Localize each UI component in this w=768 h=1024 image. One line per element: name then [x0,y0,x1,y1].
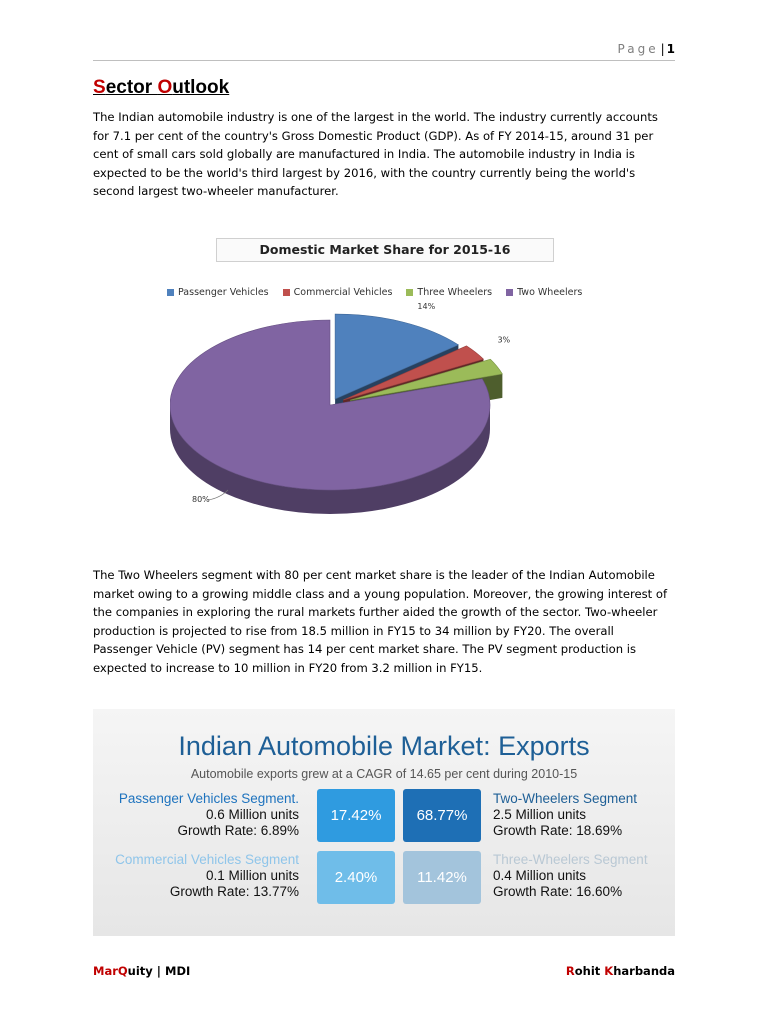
title-word-sector: ector [105,77,158,98]
footer-right-part: K [604,964,614,978]
pie-data-label: 80% [192,495,210,504]
footer-left-part: Q [117,964,128,978]
pie-slice-two-wheelers [170,319,491,491]
intro-paragraph: The Indian automobile industry is one of… [93,110,658,198]
segment-growth: Growth Rate: 16.60% [493,884,623,899]
footer-right-part: R [565,964,575,978]
page-word: Page [617,42,659,56]
segment-two-wheelers: Two-Wheelers Segment 2.5 Million units G… [493,791,693,839]
legend-item: Two Wheelers [506,287,582,298]
pie-slice-three-wheelers [350,358,503,401]
legend-swatch [506,289,514,296]
segment-units: 0.6 Million units [205,807,299,822]
footer-right-part: ohit [574,964,605,978]
pie-data-label: 14% [417,302,435,311]
share-tile-two-wheelers: 68.77% [403,789,481,842]
share-tile-three-wheelers: 11.42% [403,851,481,904]
infographic-title: Indian Automobile Market: Exports [178,731,590,761]
legend-swatch [406,289,414,296]
segment-growth: Growth Rate: 13.77% [169,884,299,899]
pie-leader-line [207,489,229,501]
two-wheelers-paragraph: The Two Wheelers segment with 80 per cen… [93,568,668,675]
title-initial-o: O [157,77,173,98]
legend-label: Two Wheelers [517,287,583,298]
segment-commercial-vehicles: Commercial Vehicles Segment 0.1 Million … [93,852,299,900]
page-number: 1 [666,42,675,56]
footer-left-part: uity | MDI [127,964,191,978]
pie-slice-passenger-vehicles [334,313,460,400]
segment-growth: Growth Rate: 6.89% [177,823,299,838]
segment-name: Two-Wheelers Segment [493,791,638,806]
footer-right-part: harbanda [613,964,675,978]
segment-name: Passenger Vehicles Segment. [118,791,299,806]
segment-units: 0.1 Million units [205,868,299,883]
pie-slice-side [170,405,490,514]
segment-passenger-vehicles: Passenger Vehicles Segment. 0.6 Million … [93,791,299,839]
segment-units: 0.4 Million units [493,868,587,883]
segment-three-wheelers: Three-Wheelers Segment 0.4 Million units… [493,852,693,900]
pie-data-label: 3% [497,336,510,345]
segment-name: Three-Wheelers Segment [493,852,648,867]
legend-item: Passenger Vehicles [167,287,269,298]
pie-chart: 14%3%3%80% [170,302,510,514]
section-title: Sector Outlook [93,77,229,99]
title-initial-s: S [93,77,106,98]
footer-left: MarQuity | MDI [93,964,190,978]
pie-slice-commercial-vehicles [343,345,485,401]
segment-growth: Growth Rate: 18.69% [493,823,623,838]
page-footer: MarQuity | MDI Rohit Kharbanda [93,964,675,978]
chart-legend: Passenger Vehicles Commercial Vehicles Thr… [167,287,607,298]
share-tile-passenger-vehicles: 17.42% [317,789,395,842]
legend-label: Passenger Vehicles [178,287,269,298]
legend-label: Commercial Vehicles [293,287,393,298]
title-word-outlook: utlook [172,77,230,98]
exports-infographic: Indian Automobile Market: Exports Automo… [93,709,675,936]
legend-label: Three Wheelers [417,287,493,298]
page-header: Page | 1 [93,42,675,61]
footer-right: Rohit Kharbanda [566,964,675,978]
segment-units: 2.5 Million units [493,807,587,822]
legend-item: Commercial Vehicles [282,287,393,298]
legend-swatch [282,289,290,296]
footer-left-part: Mar [93,964,118,978]
share-tile-commercial-vehicles: 2.40% [317,851,395,904]
legend-item: Three Wheelers [406,287,492,298]
legend-swatch [167,289,174,296]
infographic-subtitle: Automobile exports grew at a CAGR of 14.… [190,767,578,781]
segment-name: Commercial Vehicles Segment [115,852,299,867]
chart-title: Domestic Market Share for 2015-16 [216,238,554,262]
page-separator: | [660,42,665,56]
